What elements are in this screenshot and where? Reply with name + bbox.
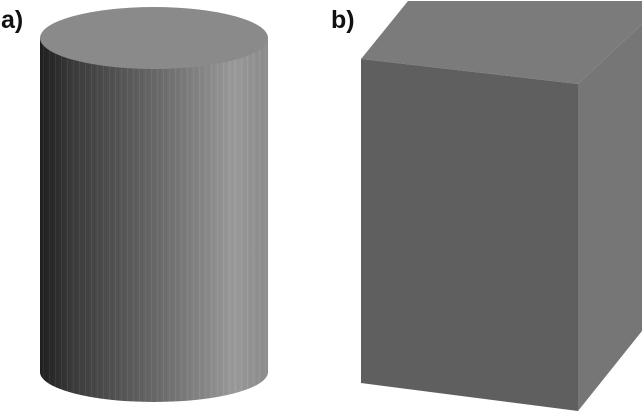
cylinder-body-streaks: [40, 38, 268, 402]
cylinder-top-face: [40, 7, 268, 69]
panel-label-b: b): [331, 6, 355, 34]
box-shape: [361, 1, 642, 411]
box-side-face: [578, 24, 642, 411]
cylinder-shape: [40, 7, 268, 402]
panel-label-a: a): [1, 6, 24, 34]
box-front-face: [361, 59, 578, 411]
box-top-face: [361, 1, 642, 84]
